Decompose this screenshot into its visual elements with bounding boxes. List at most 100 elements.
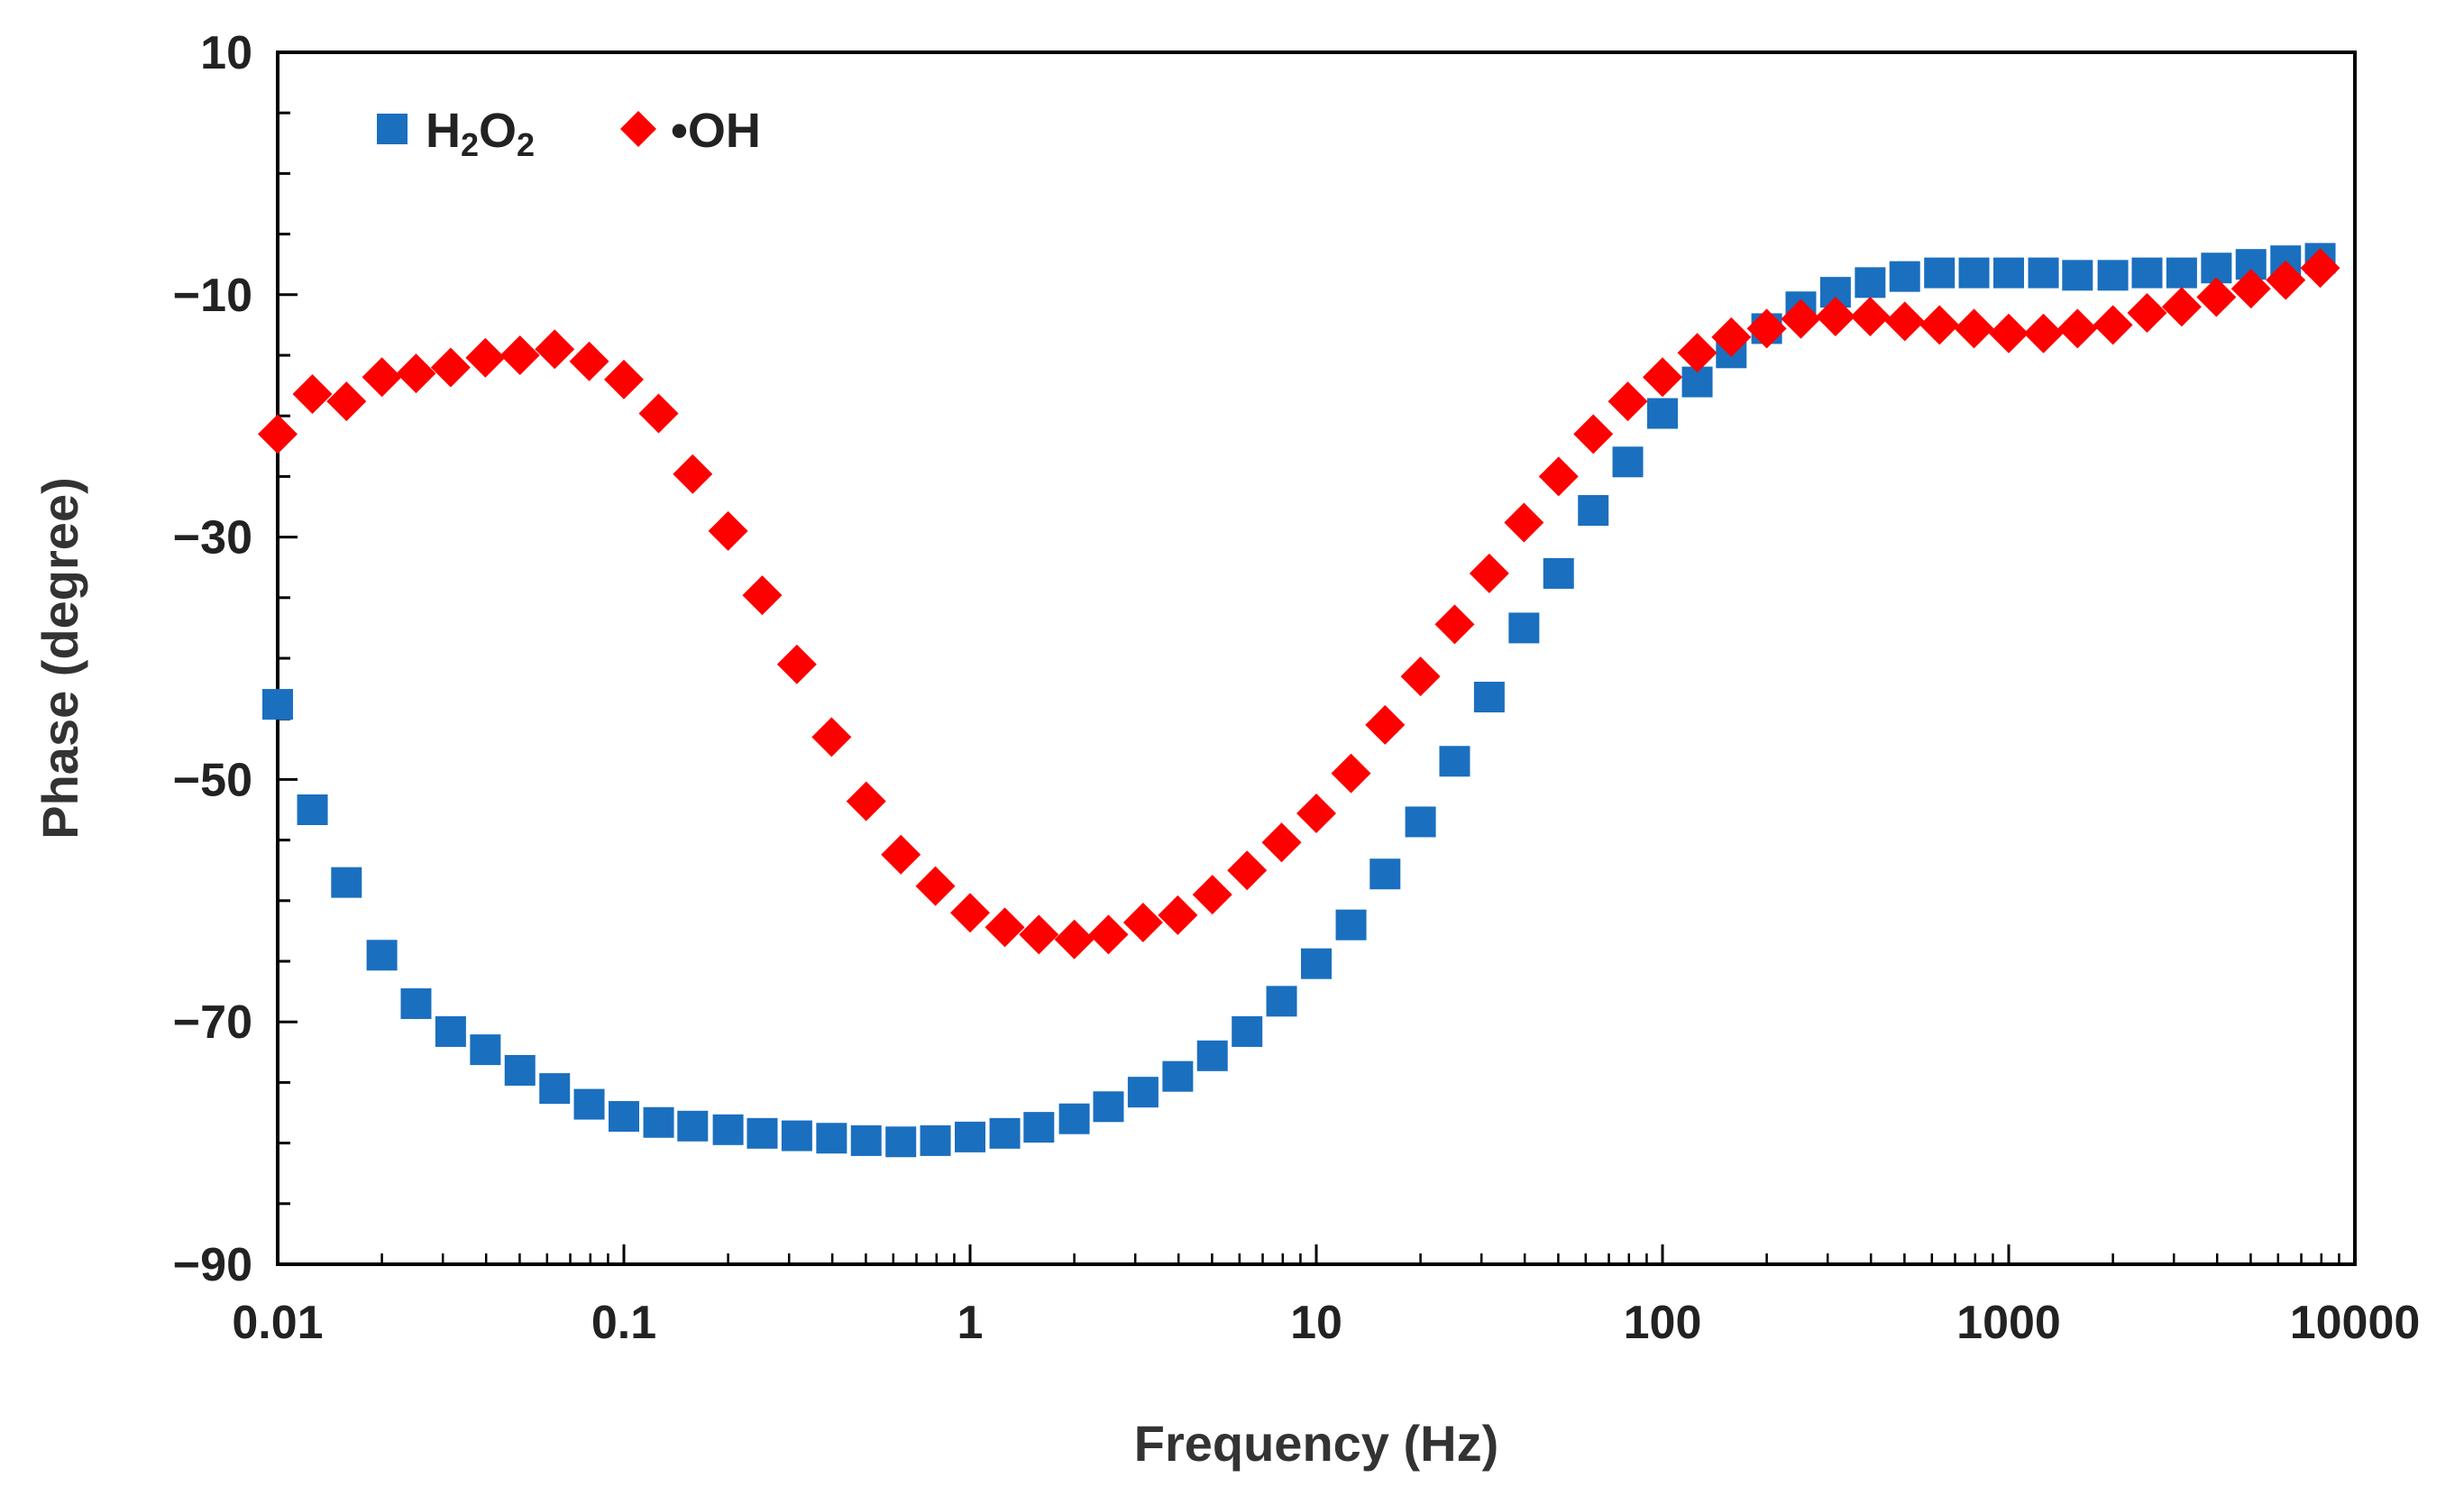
data-point (673, 454, 713, 494)
x-tick-label: 0.01 (232, 1297, 323, 1349)
data-point (465, 337, 506, 378)
data-point (2057, 308, 2098, 349)
data-point (1405, 806, 1436, 838)
y-tick-label: −10 (173, 270, 252, 322)
data-point (850, 1124, 882, 1156)
x-tick-label: 10000 (2290, 1297, 2421, 1349)
data-point (989, 1117, 1021, 1149)
x-tick-label: 10 (1290, 1297, 1342, 1349)
data-point (712, 1114, 744, 1145)
data-point (2028, 257, 2059, 289)
legend-label-oh: •OH (671, 104, 761, 158)
data-point (747, 1117, 778, 1149)
data-point (781, 1120, 812, 1152)
plot-border (276, 50, 2357, 1266)
x-tick-label: 1000 (1956, 1297, 2061, 1349)
data-point (1711, 317, 1752, 357)
data-point (2161, 287, 2202, 327)
y-tick-label: −70 (173, 996, 252, 1049)
data-point (504, 1054, 536, 1086)
data-point (1815, 296, 1855, 336)
data-point (1647, 398, 1678, 429)
legend-label-h2o2: H2O2 (426, 104, 535, 163)
data-point (811, 717, 852, 757)
data-point (1919, 305, 1960, 345)
data-point (1746, 308, 1787, 349)
data-point (1993, 257, 2024, 289)
data-point (1058, 1103, 1090, 1134)
data-point (1439, 746, 1470, 777)
data-point (1954, 308, 1994, 349)
data-point (2166, 257, 2197, 289)
data-point (1331, 753, 1371, 794)
data-point (1989, 313, 2029, 353)
x-axis-title: Frequency (Hz) (1134, 1415, 1499, 1472)
legend-marker-h2o2 (377, 114, 408, 144)
data-point (1469, 553, 1509, 593)
y-axis-title: Phase (degree) (32, 477, 88, 840)
data-point (955, 1121, 985, 1152)
data-point (1608, 381, 1648, 422)
data-point (2196, 277, 2237, 317)
data-point (366, 940, 398, 971)
data-point (1365, 704, 1406, 745)
y-tick-label: −50 (173, 754, 252, 806)
data-point (1781, 298, 1821, 339)
data-point (2127, 292, 2167, 333)
data-point (1023, 1112, 1055, 1143)
data-point (677, 1110, 709, 1142)
data-point (1400, 656, 1441, 697)
data-point (1162, 1060, 1194, 1092)
series-oh (258, 248, 2340, 959)
data-point (816, 1123, 847, 1154)
series-h2o2 (262, 243, 2336, 1158)
data-point (2023, 313, 2064, 353)
data-point (470, 1034, 501, 1066)
data-point (1884, 301, 1925, 342)
data-point (1266, 986, 1297, 1017)
series-layer (258, 243, 2340, 1158)
data-point (430, 347, 471, 388)
data-point (1958, 257, 1990, 289)
data-point (1196, 1040, 1228, 1071)
data-point (2097, 260, 2129, 291)
data-point (535, 329, 575, 370)
data-point (638, 393, 679, 434)
data-point (1573, 414, 1614, 454)
x-tick-label: 1 (957, 1297, 984, 1349)
data-point (1054, 919, 1095, 959)
y-tick-label: 10 (200, 27, 252, 79)
data-point (539, 1073, 571, 1105)
data-point (573, 1088, 605, 1120)
data-point (1543, 557, 1574, 589)
data-point (846, 781, 886, 821)
data-point (331, 867, 362, 898)
data-point (1677, 333, 1717, 373)
data-point (258, 414, 298, 454)
data-point (1508, 612, 1540, 644)
data-point (1122, 902, 1163, 942)
data-point (920, 1124, 951, 1156)
data-point (1538, 456, 1579, 497)
data-point (1192, 875, 1232, 915)
data-point (326, 381, 367, 422)
data-point (1301, 948, 1332, 979)
data-point (292, 374, 333, 415)
data-point (499, 335, 540, 375)
data-point (2266, 260, 2306, 300)
data-point (604, 359, 644, 399)
data-point (1019, 914, 1059, 955)
data-point (1504, 502, 1544, 543)
data-point (985, 907, 1025, 948)
x-axis: 0.01 0.1 1 10 100 1000 10000 (232, 1244, 2420, 1349)
data-point (2062, 260, 2093, 291)
data-point (885, 1126, 917, 1158)
data-point (1335, 909, 1367, 941)
data-point (881, 834, 921, 875)
legend: H2O2 •OH (377, 104, 761, 163)
data-point (776, 644, 817, 684)
data-point (1612, 446, 1644, 478)
data-point (1158, 895, 1198, 935)
data-point (2230, 269, 2271, 309)
